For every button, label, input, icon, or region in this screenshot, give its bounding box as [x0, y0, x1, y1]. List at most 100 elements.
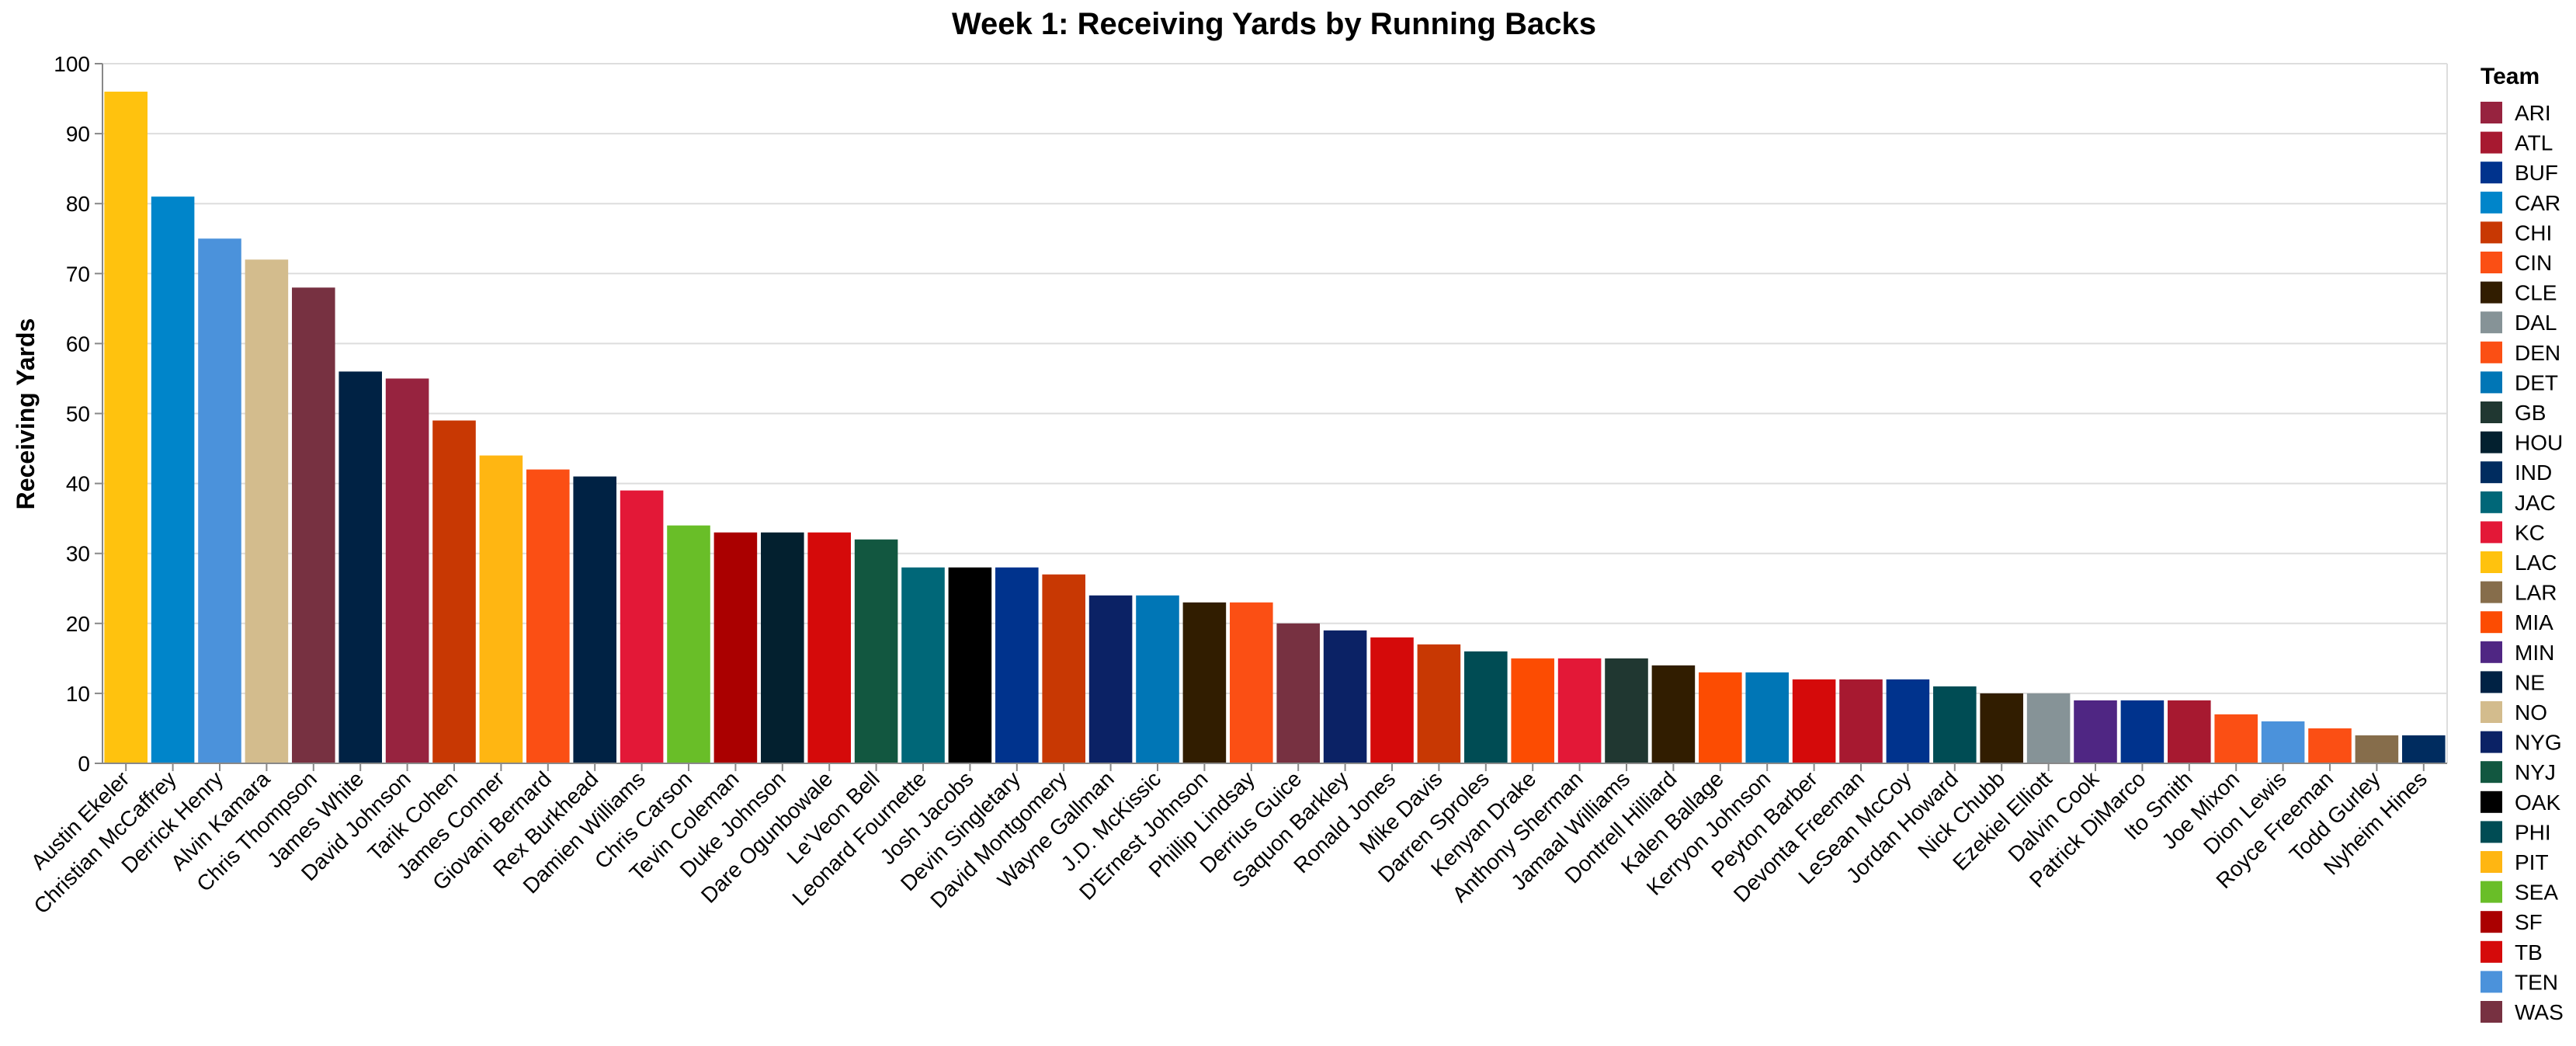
bar[interactable]: [292, 287, 335, 763]
bar[interactable]: [2120, 700, 2165, 763]
bar[interactable]: [1323, 630, 1367, 763]
bar[interactable]: [1511, 658, 1554, 763]
legend-swatch: [2481, 131, 2502, 154]
bar[interactable]: [854, 539, 898, 763]
bar[interactable]: [713, 532, 758, 763]
legend-swatch: [2481, 371, 2502, 394]
legend-swatch: [2481, 281, 2502, 304]
bar[interactable]: [1886, 679, 1930, 763]
bar[interactable]: [901, 567, 945, 763]
bar[interactable]: [948, 567, 992, 763]
legend-label: SEA: [2515, 881, 2558, 905]
bar[interactable]: [1088, 595, 1133, 763]
bar[interactable]: [2402, 735, 2446, 763]
legend-label: NO: [2515, 700, 2547, 725]
legend-title: Team: [2481, 64, 2540, 89]
y-axis: 0 10 20 30 40 50 60 70 80 90 100: [54, 52, 103, 776]
legend-label: PIT: [2515, 850, 2549, 874]
legend-swatch: [2481, 731, 2502, 753]
bar[interactable]: [1792, 679, 1836, 763]
bar[interactable]: [620, 490, 664, 763]
bar[interactable]: [1933, 686, 1977, 763]
bar[interactable]: [1370, 637, 1414, 763]
bar[interactable]: [761, 532, 804, 763]
bar[interactable]: [2074, 700, 2117, 763]
bar[interactable]: [385, 378, 429, 763]
legend-swatch: [2481, 881, 2502, 903]
bar[interactable]: [245, 259, 289, 763]
bar[interactable]: [1699, 672, 1742, 763]
bar[interactable]: [151, 196, 195, 763]
legend-swatch: [2481, 611, 2502, 634]
legend-label: LAC: [2515, 551, 2557, 575]
bar[interactable]: [104, 92, 148, 764]
legend-label: GB: [2515, 401, 2546, 425]
bar[interactable]: [573, 476, 616, 763]
bar[interactable]: [432, 420, 476, 763]
bar[interactable]: [1042, 574, 1085, 763]
legend-label: NYG: [2515, 731, 2562, 755]
y-tick-label: 10: [66, 682, 90, 706]
bar[interactable]: [2355, 735, 2399, 763]
bar[interactable]: [2026, 693, 2071, 763]
bar[interactable]: [1136, 595, 1179, 763]
y-axis-title: Receiving Yards: [12, 318, 40, 510]
legend-swatch: [2481, 341, 2502, 363]
bar[interactable]: [807, 532, 851, 763]
bar[interactable]: [1651, 665, 1696, 763]
legend[interactable]: Team ARI ATL BUF CAR CHI CIN CLE DAL DEN DET GB HOU…: [2481, 64, 2564, 1024]
bar[interactable]: [479, 455, 523, 763]
y-tick-label: 30: [66, 542, 90, 566]
bar[interactable]: [1745, 672, 1789, 763]
legend-swatch: [2481, 671, 2502, 693]
bar[interactable]: [2308, 728, 2352, 763]
bar[interactable]: [667, 525, 710, 763]
y-tick-label: 60: [66, 332, 90, 356]
y-tick-label: 20: [66, 612, 90, 636]
legend-label: DAL: [2515, 311, 2557, 335]
legend-swatch: [2481, 1001, 2502, 1023]
y-tick-label: 40: [66, 472, 90, 496]
y-tick-label: 100: [54, 52, 90, 76]
bar[interactable]: [995, 567, 1039, 763]
legend-label: MIN: [2515, 641, 2554, 665]
bar[interactable]: [1605, 658, 1648, 763]
chart-title: Week 1: Receiving Yards by Running Backs: [952, 7, 1596, 41]
legend-label: NE: [2515, 670, 2545, 694]
bar[interactable]: [1557, 658, 1602, 763]
legend-label: IND: [2515, 460, 2552, 485]
bar[interactable]: [1230, 602, 1273, 763]
legend-swatch: [2481, 461, 2502, 484]
bar[interactable]: [198, 238, 241, 763]
legend-swatch: [2481, 401, 2502, 423]
legend-swatch: [2481, 971, 2502, 993]
bar[interactable]: [1417, 644, 1461, 763]
bar[interactable]: [338, 371, 382, 763]
y-tick-label: 0: [78, 752, 90, 776]
bar[interactable]: [1839, 679, 1883, 763]
legend-swatch: [2481, 102, 2502, 123]
bar[interactable]: [2168, 700, 2211, 763]
legend-swatch: [2481, 311, 2502, 334]
y-tick-label: 80: [66, 192, 90, 216]
legend-label: CIN: [2515, 251, 2552, 275]
legend-swatch: [2481, 641, 2502, 663]
legend-swatch: [2481, 221, 2502, 244]
bar[interactable]: [2214, 714, 2258, 763]
legend-swatch: [2481, 851, 2502, 873]
bar[interactable]: [1980, 693, 2023, 763]
legend-label: DEN: [2515, 341, 2560, 365]
legend-label: OAK: [2515, 791, 2560, 815]
legend-label: TEN: [2515, 970, 2558, 994]
bar[interactable]: [1182, 602, 1227, 763]
legend-swatch: [2481, 191, 2502, 214]
bar[interactable]: [2261, 721, 2305, 763]
legend-label: TB: [2515, 940, 2543, 964]
bar[interactable]: [1464, 651, 1508, 763]
bar[interactable]: [1276, 623, 1320, 763]
bar[interactable]: [526, 469, 570, 763]
legend-label: BUF: [2515, 161, 2558, 185]
legend-swatch: [2481, 491, 2502, 513]
legend-label: PHI: [2515, 820, 2551, 844]
